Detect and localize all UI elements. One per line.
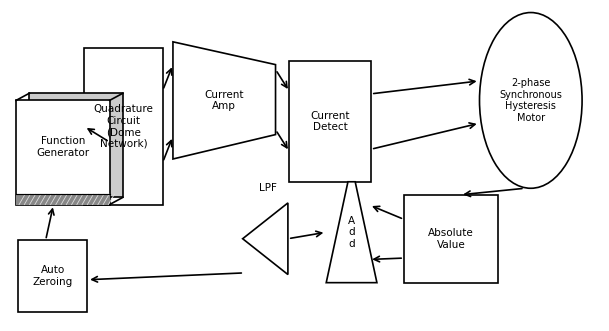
Text: Current
Amp: Current Amp xyxy=(205,90,244,111)
Bar xyxy=(16,194,110,205)
Text: LPF: LPF xyxy=(259,182,276,193)
Text: A
d
d: A d d xyxy=(348,215,355,249)
Bar xyxy=(29,93,123,197)
Text: Auto
Zeroing: Auto Zeroing xyxy=(32,265,72,287)
Text: Absolute
Value: Absolute Value xyxy=(428,228,474,250)
Ellipse shape xyxy=(479,13,582,188)
Text: Current
Detect: Current Detect xyxy=(311,111,350,132)
Bar xyxy=(84,48,163,205)
Polygon shape xyxy=(173,42,275,159)
Bar xyxy=(18,240,87,312)
Polygon shape xyxy=(242,203,288,274)
Bar xyxy=(289,61,371,182)
Text: 2-phase
Synchronous
Hysteresis
Motor: 2-phase Synchronous Hysteresis Motor xyxy=(499,78,562,123)
Text: Quadrature
Circuit
(Dome
Network): Quadrature Circuit (Dome Network) xyxy=(94,104,153,149)
Text: Function
Generator: Function Generator xyxy=(37,136,90,158)
Polygon shape xyxy=(326,182,377,283)
Bar xyxy=(16,100,110,205)
Bar xyxy=(404,195,498,283)
